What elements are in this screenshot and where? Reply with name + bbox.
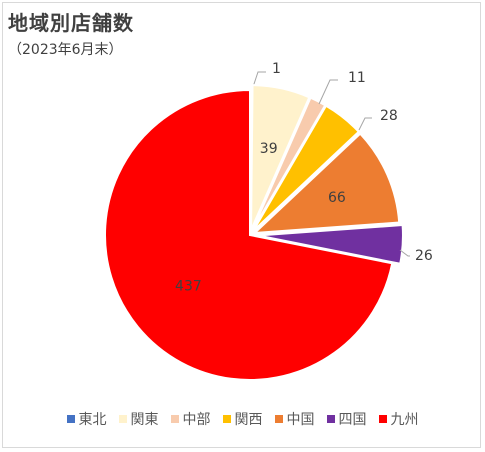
legend-item-中国: 中国: [274, 409, 315, 429]
legend-label: 関西: [234, 412, 263, 428]
data-label-中部: 11: [348, 70, 366, 86]
slice-path-関西: [252, 104, 361, 232]
legend-swatch: [378, 415, 387, 423]
legend-label: 中国: [286, 412, 315, 428]
slice-関東: [250, 84, 311, 231]
legend-label: 関東: [130, 412, 159, 428]
legend-swatch: [118, 415, 127, 423]
slice-中部: [251, 96, 327, 232]
slice-九州: [103, 88, 394, 381]
legend-item-九州: 九州: [378, 409, 419, 429]
data-label-関東: 39: [260, 141, 278, 157]
data-label-中国: 66: [328, 190, 346, 206]
slice-path-関東: [250, 84, 311, 231]
legend-item-東北: 東北: [66, 409, 107, 429]
legend-label: 四国: [338, 412, 367, 428]
legend-item-関東: 関東: [118, 409, 159, 429]
slice-path-四国: [257, 223, 404, 265]
legend-label: 東北: [78, 412, 107, 428]
legend: 東北 関東 中部 関西 中国 四国 九州: [0, 409, 485, 429]
legend-swatch: [222, 415, 231, 423]
slice-四国: [257, 223, 404, 265]
legend-item-関西: 関西: [222, 409, 263, 429]
data-label-四国: 26: [415, 248, 433, 264]
leader-line-四国: [399, 249, 410, 257]
leader-line-関西: [358, 117, 372, 131]
slice-path-中国: [251, 132, 401, 235]
legend-item-中部: 中部: [170, 409, 211, 429]
slice-path-中部: [251, 96, 327, 232]
data-label-九州: 437: [175, 279, 202, 295]
pie-chart: 1 39 11 28 66 26 437: [103, 61, 433, 381]
leader-line-東北: [251, 71, 266, 91]
legend-item-四国: 四国: [326, 409, 367, 429]
legend-swatch: [274, 415, 283, 423]
slice-中国: [251, 132, 401, 235]
legend-swatch: [170, 415, 179, 423]
slice-関西: [252, 104, 361, 232]
data-label-東北: 1: [272, 61, 281, 77]
legend-label: 中部: [182, 412, 211, 428]
data-label-関西: 28: [380, 108, 398, 124]
legend-label: 九州: [390, 412, 419, 428]
chart-title: 地域別店舗数: [8, 11, 134, 35]
legend-swatch: [66, 415, 75, 423]
chart-subtitle: （2023年6月末）: [8, 42, 123, 58]
leader-line-中部: [318, 79, 338, 105]
legend-swatch: [326, 415, 335, 423]
slice-path-九州: [103, 88, 394, 381]
